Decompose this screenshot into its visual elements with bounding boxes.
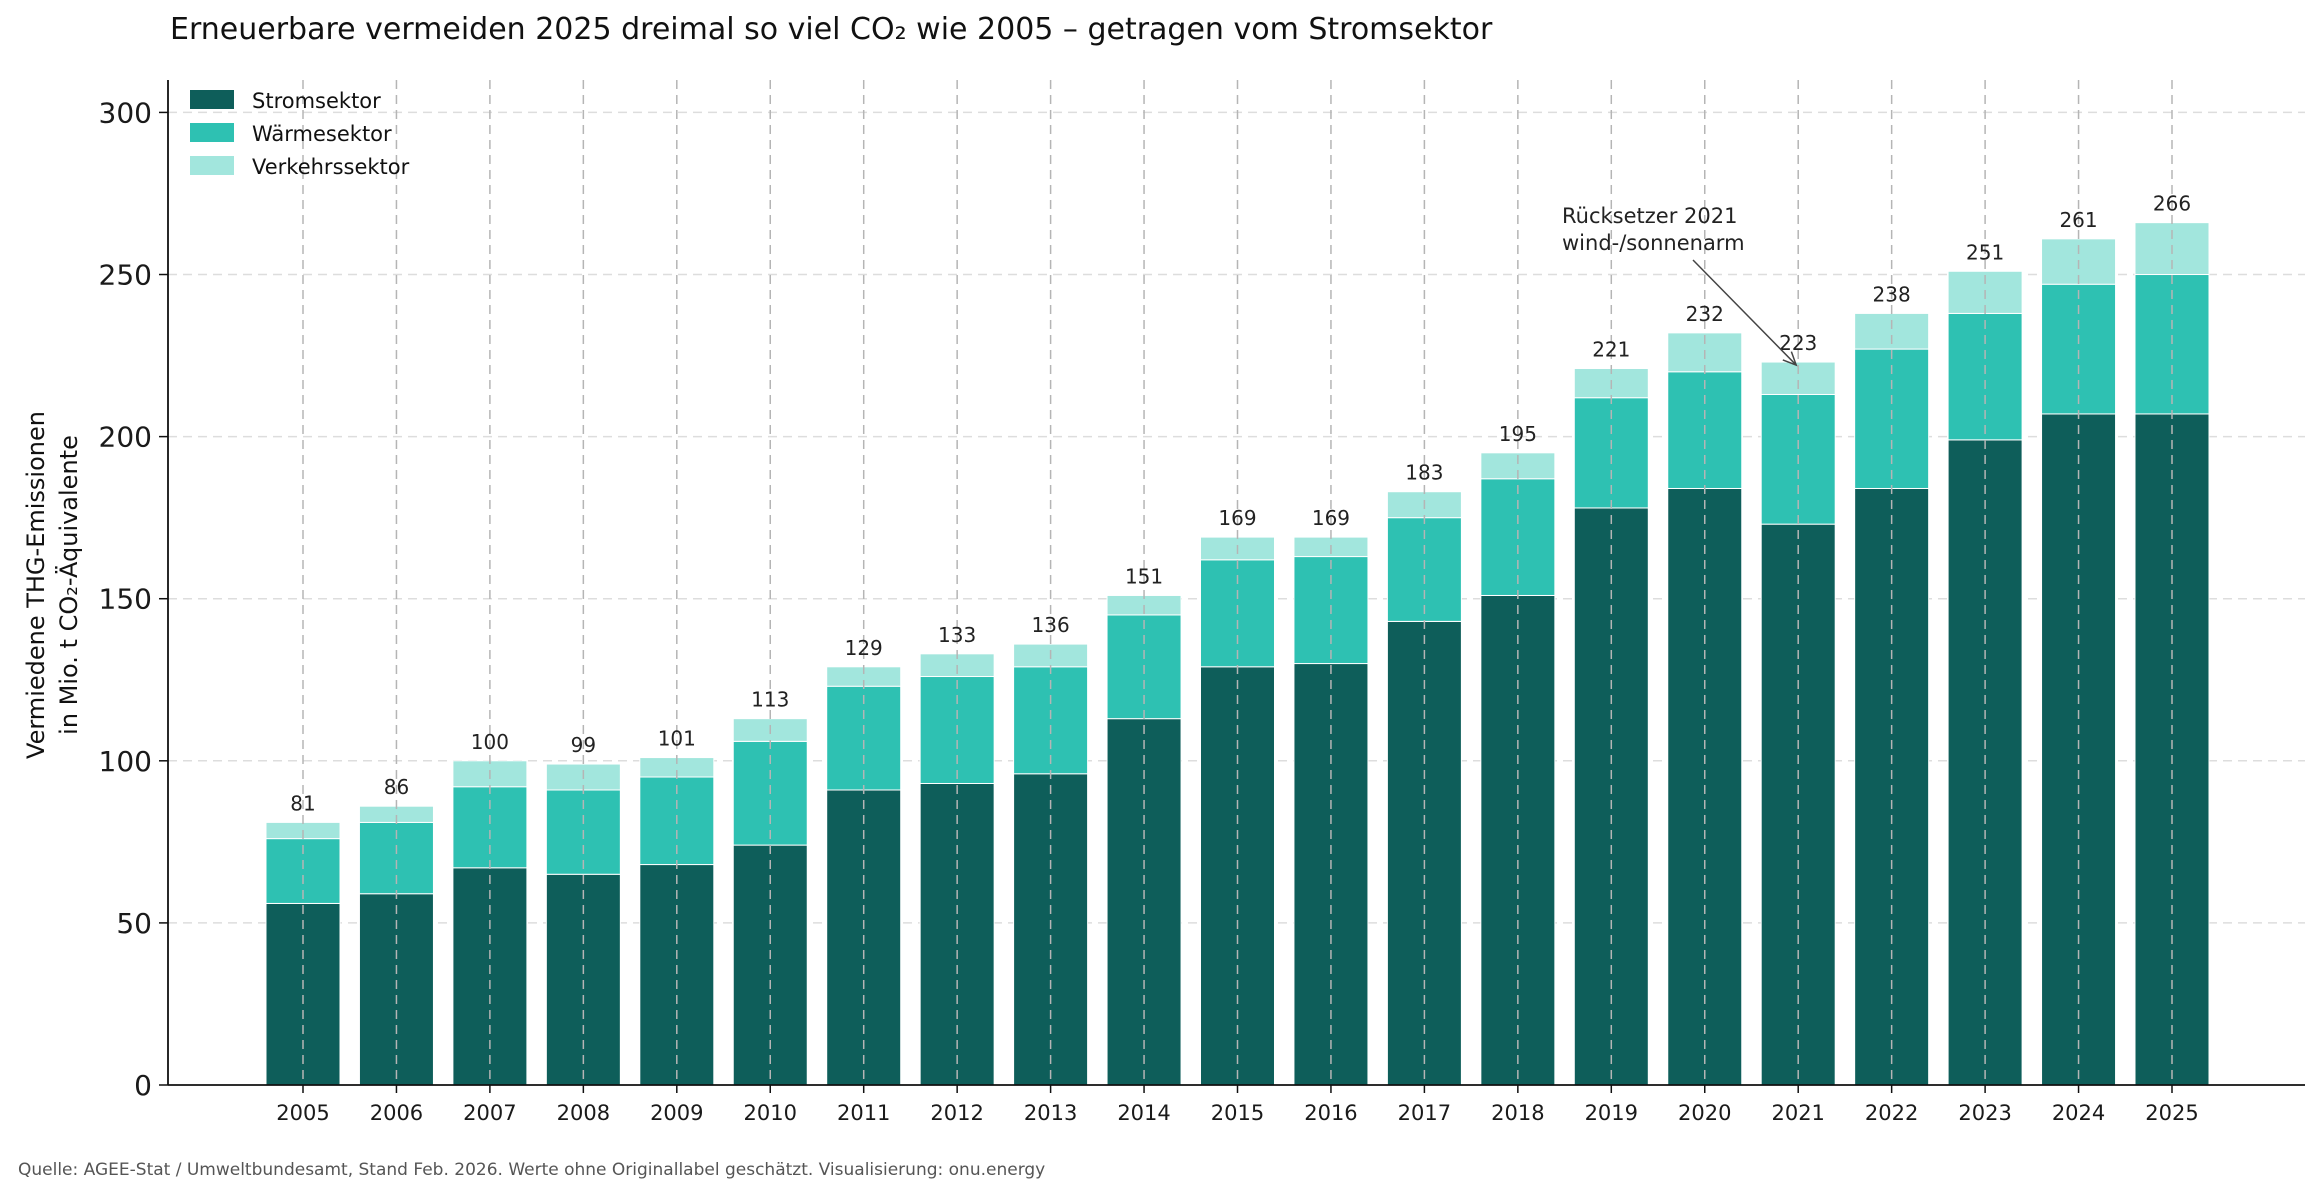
x-tick-label-2009: 2009: [650, 1101, 703, 1125]
x-tick-label-2006: 2006: [370, 1101, 423, 1125]
bar-stromsektor-2005: [265, 902, 341, 1086]
total-label-2005: 81: [290, 791, 315, 815]
total-label-2023: 251: [1966, 240, 2004, 264]
total-label-2022: 238: [1873, 282, 1911, 306]
x-tick-label-2024: 2024: [2052, 1101, 2105, 1125]
bar-wärmesektor-2023: [1947, 312, 2023, 441]
annotation-text-line: wind-/sonnenarm: [1562, 231, 1745, 255]
y-axis-label: Vermiedene THG-Emissionen in Mio. t CO₂-Ä…: [22, 411, 83, 759]
total-label-2010: 113: [751, 688, 789, 712]
total-label-2018: 195: [1499, 422, 1537, 446]
x-tick-label-2020: 2020: [1678, 1101, 1731, 1125]
y-tick-label: 50: [116, 907, 152, 940]
y-axis-label-line: in Mio. t CO₂-Äquivalente: [54, 435, 83, 735]
x-tick-label-2018: 2018: [1491, 1101, 1544, 1125]
x-tick-label-2021: 2021: [1771, 1101, 1824, 1125]
y-tick-label: 250: [99, 259, 152, 292]
total-label-2006: 86: [384, 775, 409, 799]
total-label-2021: 223: [1779, 331, 1817, 355]
bar-wärmesektor-2007: [452, 786, 528, 869]
total-label-2015: 169: [1218, 506, 1256, 530]
x-tick-label-2007: 2007: [463, 1101, 516, 1125]
x-tick-label-2011: 2011: [837, 1101, 890, 1125]
x-tick-label-2008: 2008: [557, 1101, 610, 1125]
chart-title-subscript: ₂: [894, 12, 907, 47]
bar-stromsektor-2007: [452, 867, 528, 1086]
x-tick-label-2014: 2014: [1117, 1101, 1170, 1125]
x-tick-label-2010: 2010: [744, 1101, 797, 1125]
total-label-2013: 136: [1032, 613, 1070, 637]
x-tick-label-2019: 2019: [1585, 1101, 1638, 1125]
total-label-2025: 266: [2153, 192, 2191, 216]
total-label-2011: 129: [845, 636, 883, 660]
total-label-2024: 261: [2059, 208, 2097, 232]
y-tick-label: 0: [134, 1069, 152, 1102]
legend: Stromsektor Wärmesektor Verkehrssektor: [190, 89, 410, 179]
y-tick-label: 200: [99, 421, 152, 454]
x-tick-label-2017: 2017: [1398, 1101, 1451, 1125]
annotation-arrow-line: [1692, 259, 1797, 366]
chart-source-note: Quelle: AGEE-Stat / Umweltbundesamt, Sta…: [18, 1160, 1046, 1180]
legend-label-wärmesektor: Wärmesektor: [252, 122, 392, 146]
total-label-2019: 221: [1592, 338, 1630, 362]
x-tick-label-2022: 2022: [1865, 1101, 1918, 1125]
x-tick-label-2012: 2012: [930, 1101, 983, 1125]
legend-label-verkehrssektor: Verkehrssektor: [252, 155, 410, 179]
bar-stromsektor-2014: [1106, 718, 1182, 1086]
x-tick-label-2025: 2025: [2145, 1101, 2198, 1125]
annotation-arrow-head: [1782, 351, 1798, 367]
y-axis-label-line: Vermiedene THG-Emissionen: [22, 411, 50, 759]
total-label-2017: 183: [1405, 461, 1443, 485]
legend-swatch-wärmesektor: [190, 123, 234, 142]
y-tick-label: 150: [99, 583, 152, 616]
chart-title: Erneuerbare vermeiden 2025 dreimal so vi…: [170, 12, 1492, 47]
y-tick-label: 100: [99, 745, 152, 778]
chart-title-part-3: wie 2005 – getragen vom Stromsektor: [906, 12, 1493, 47]
bar-stromsektor-2012: [919, 783, 995, 1086]
x-tick-label-2016: 2016: [1304, 1101, 1357, 1125]
total-label-2014: 151: [1125, 564, 1163, 588]
bar-wärmesektor-2024: [2041, 283, 2117, 415]
x-tick-label-2005: 2005: [276, 1101, 329, 1125]
total-label-2008: 99: [571, 733, 596, 757]
total-label-2009: 101: [658, 727, 696, 751]
x-tick-label-2013: 2013: [1024, 1101, 1077, 1125]
annotation-text-line: Rücksetzer 2021: [1562, 204, 1737, 228]
total-label-2020: 232: [1686, 302, 1724, 326]
x-tick-label-2015: 2015: [1211, 1101, 1264, 1125]
legend-swatch-verkehrssektor: [190, 156, 234, 175]
x-tick-label-2023: 2023: [1958, 1101, 2011, 1125]
legend-swatch-stromsektor: [190, 90, 234, 109]
legend-label-stromsektor: Stromsektor: [252, 89, 381, 113]
total-label-2016: 169: [1312, 506, 1350, 530]
total-label-2007: 100: [471, 730, 509, 754]
total-label-2012: 133: [938, 623, 976, 647]
y-tick-label: 300: [99, 96, 152, 129]
chart-title-part-1: Erneuerbare vermeiden 2025 dreimal so vi…: [170, 12, 895, 47]
